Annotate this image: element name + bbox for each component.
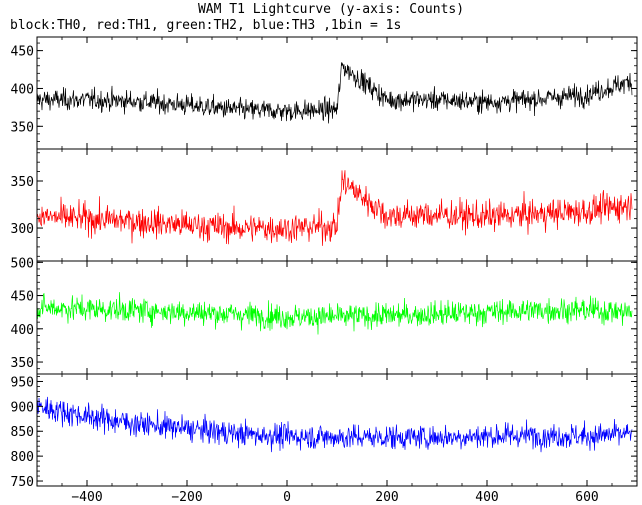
series-th2 xyxy=(37,292,633,335)
panel-th2: 350 400 450 500 xyxy=(11,256,638,375)
series-th1 xyxy=(37,170,633,246)
ytick-label-th3: 950 xyxy=(11,375,34,390)
chart-title: WAM T1 Lightcurve (y-axis: Counts) xyxy=(198,2,464,17)
panel-th0: 350 400 450 xyxy=(11,36,638,150)
panel-frame-th1 xyxy=(36,148,638,262)
panels: 350 400 450 300 350 350 400 450 500 750 800 850 900 9… xyxy=(11,36,638,490)
xtick-label: 200 xyxy=(375,490,398,505)
ytick-label-th1: 300 xyxy=(11,222,34,237)
xtick-label: −200 xyxy=(171,490,202,505)
xtick-label: 600 xyxy=(575,490,598,505)
xtick-label: −400 xyxy=(71,490,102,505)
chart-subtitle: block:TH0, red:TH1, green:TH2, blue:TH3 … xyxy=(10,18,401,33)
xtick-label: 400 xyxy=(475,490,498,505)
ytick-label-th2: 500 xyxy=(11,256,34,271)
ytick-label-th2: 450 xyxy=(11,290,34,305)
ytick-label-th2: 400 xyxy=(11,323,34,338)
ytick-label-th1: 350 xyxy=(11,175,34,190)
ytick-label-th0: 450 xyxy=(11,45,34,60)
panel-frame-th3 xyxy=(36,373,638,487)
xtick-label: 0 xyxy=(283,490,291,505)
ytick-label-th3: 750 xyxy=(11,475,34,490)
series-th3 xyxy=(37,396,633,453)
ytick-label-th3: 800 xyxy=(11,450,34,465)
ytick-label-th2: 350 xyxy=(11,356,34,371)
x-axis: −400 −200 0 200 400 600 xyxy=(71,490,598,505)
panel-th1: 300 350 xyxy=(11,148,638,262)
ytick-label-th3: 900 xyxy=(11,400,34,415)
ytick-label-th3: 850 xyxy=(11,425,34,440)
panel-th3: 750 800 850 900 950 xyxy=(11,373,638,490)
ytick-label-th0: 400 xyxy=(11,82,34,97)
ytick-label-th0: 350 xyxy=(11,120,34,135)
series-th0 xyxy=(37,62,633,124)
